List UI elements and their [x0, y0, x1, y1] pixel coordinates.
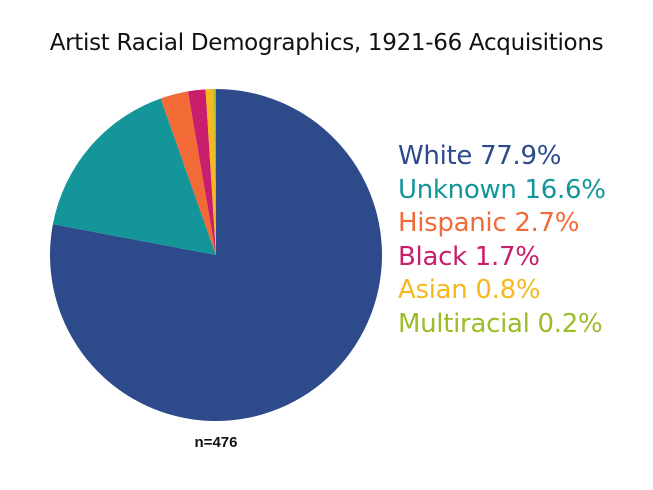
pie-slice-black — [187, 89, 216, 255]
pie-slice-hispanic — [160, 91, 216, 255]
legend-item-black: Black 1.7% — [398, 241, 540, 272]
sample-size-annotation: n=476 — [194, 434, 238, 451]
chart-title: Artist Racial Demographics, 1921-66 Acqu… — [49, 30, 604, 56]
legend-item-hispanic: Hispanic 2.7% — [398, 208, 580, 238]
pie-slice-white — [50, 89, 382, 422]
legend: White 77.9% Unknown 16.6% Hispanic 2.7% Bla… — [398, 140, 606, 341]
legend-item-white: White 77.9% — [398, 141, 562, 171]
pie-slice-multiracial — [213, 89, 216, 255]
legend-item-asian: Asian 0.8% — [398, 275, 541, 305]
pie-slice-asian — [205, 89, 216, 256]
pie-slice-unknown — [52, 98, 217, 255]
legend-item-unknown: Unknown 16.6% — [398, 174, 606, 205]
legend-item-multiracial: Multiracial 0.2% — [398, 308, 603, 339]
